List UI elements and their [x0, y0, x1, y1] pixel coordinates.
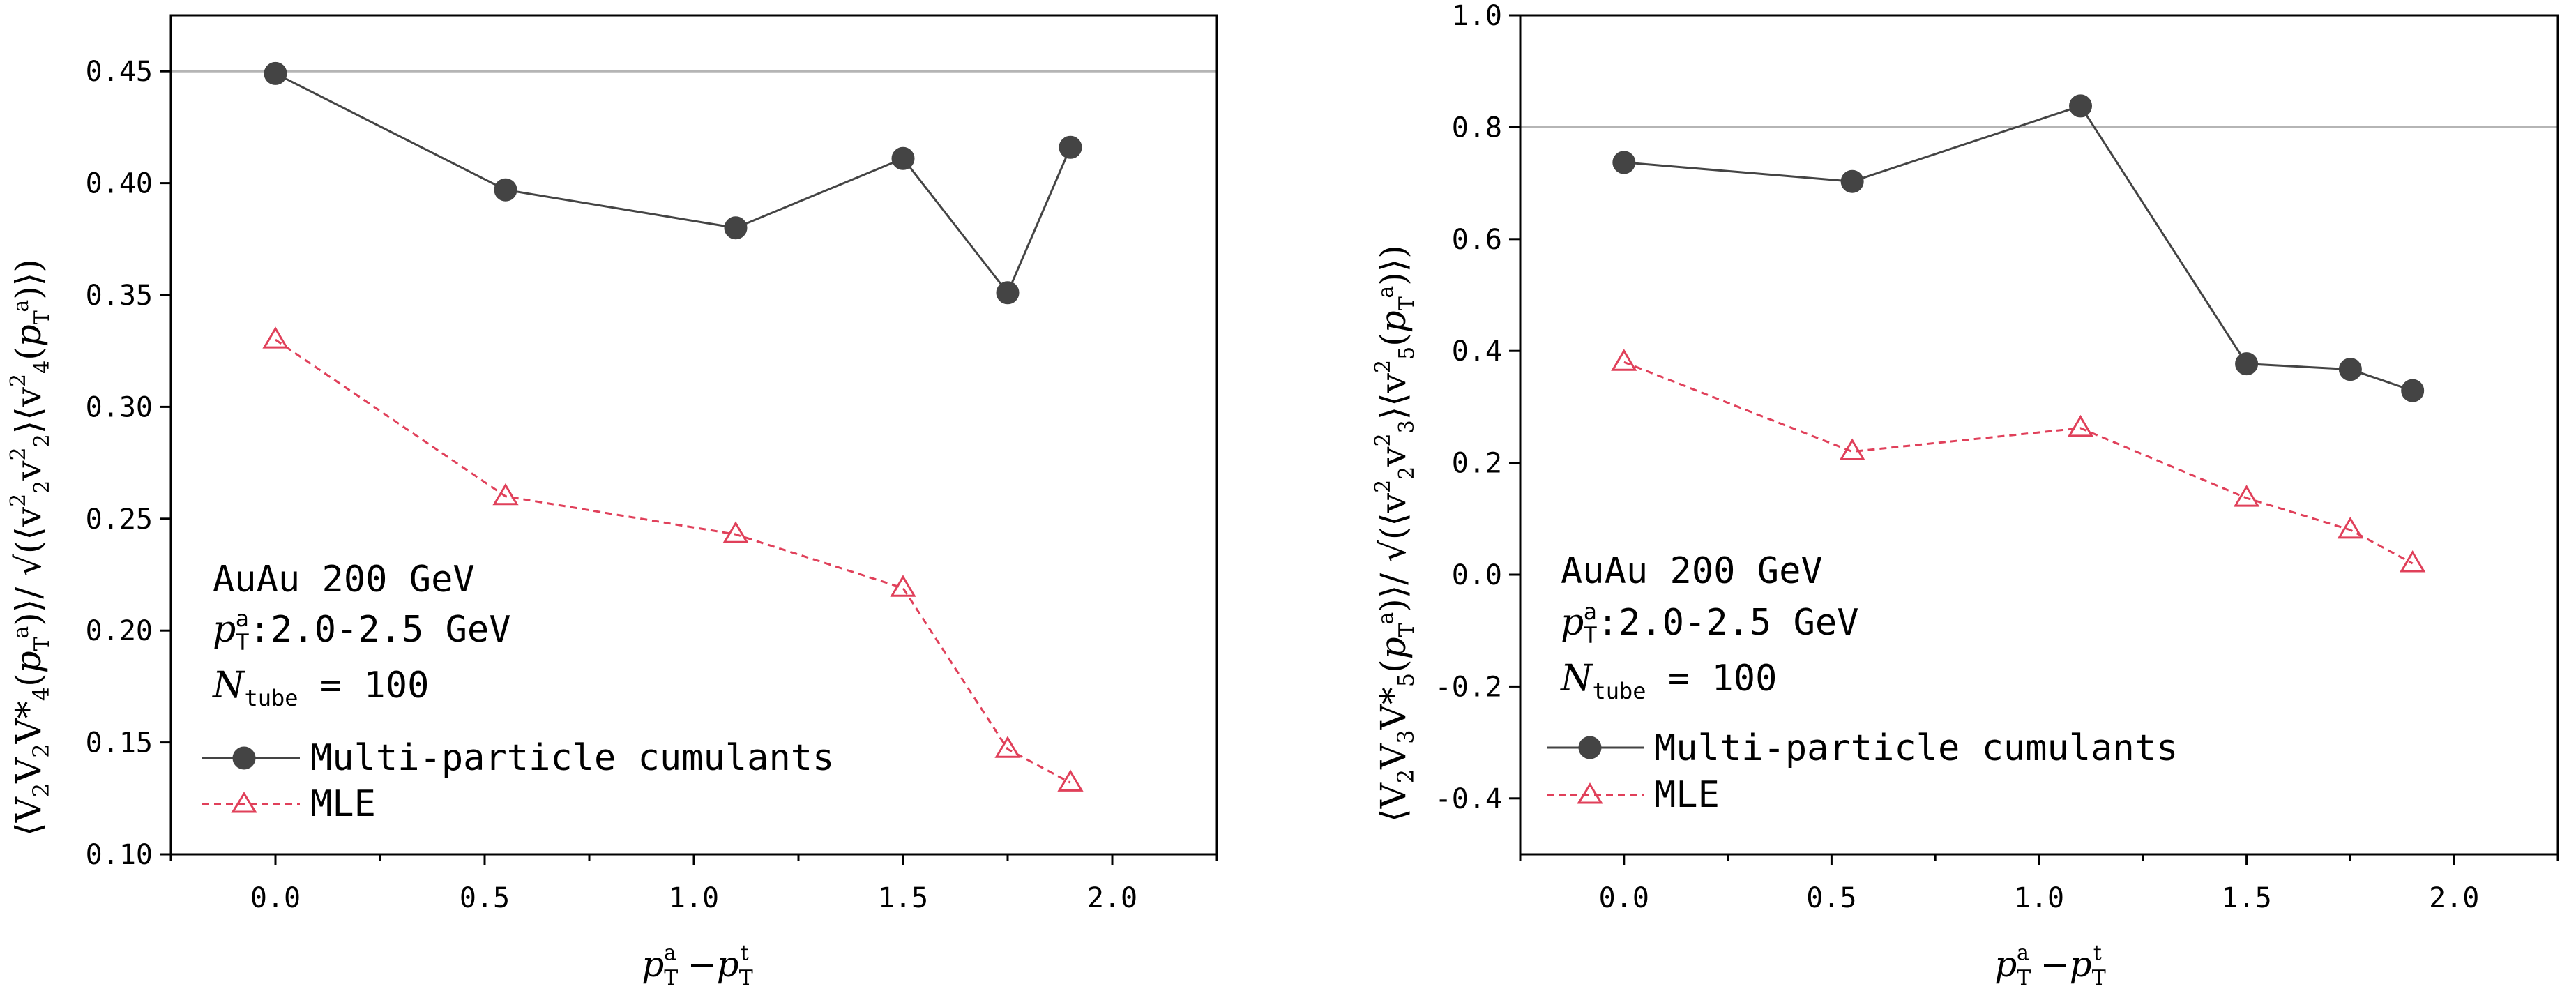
cumulants-data-point — [891, 146, 915, 170]
annotation-line-1: AuAu 200 GeV — [1561, 550, 1823, 592]
mle-data-point — [890, 575, 916, 597]
x-tick-label: 0.0 — [1599, 882, 1649, 914]
y-tick-label: 0.35 — [86, 280, 153, 312]
series-group — [1611, 94, 2426, 573]
mle-data-point — [2400, 550, 2426, 573]
x-axis-ticks: 0.0 0.5 1.0 1.5 2.0 — [169, 854, 1218, 914]
mle-data-point — [2337, 516, 2364, 539]
mle-data-point — [1839, 438, 1865, 461]
cumulants-data-point — [996, 281, 1020, 305]
y-tick-label: 0.45 — [86, 56, 153, 88]
y-axis-label: ⟨V2V2V*4(pTa)⟩/ √(⟨v22v22⟩⟨v24(pTa)⟩) — [6, 259, 54, 836]
x-tick-label: 1.0 — [2014, 882, 2064, 914]
y-tick-label: -0.4 — [1435, 783, 1502, 815]
y-tick-label: 0.0 — [1452, 559, 1502, 591]
plot-frame — [169, 14, 1218, 856]
y-tick-label: -0.2 — [1435, 671, 1502, 703]
y-tick-label: 0.2 — [1452, 448, 1502, 480]
legend: Multi-particle cumulants MLE — [202, 737, 834, 825]
y-axis-label: ⟨V2V3V*5(pTa)⟩/ √(⟨v22v23⟩⟨v25(pTa)⟩) — [1371, 245, 1419, 822]
annotation: AuAu 200 GeV pTa:2.0-2.5 GeV Ntube = 100 — [1559, 550, 1859, 704]
annotation: AuAu 200 GeV pTa:2.0-2.5 GeV Ntube = 100 — [211, 559, 511, 711]
legend-label-cumulants: Multi-particle cumulants — [310, 737, 834, 779]
mle-data-point — [1611, 349, 1637, 371]
cumulants-data-point — [1612, 151, 1636, 174]
cumulants-data-point — [1840, 169, 1864, 193]
y-tick-label: 0.8 — [1452, 112, 1502, 144]
mle-data-point — [1057, 769, 1084, 792]
mle-data-point — [722, 521, 749, 543]
y-tick-label: 0.30 — [86, 391, 153, 423]
mle-data-point — [2233, 485, 2260, 507]
y-tick-label: 0.15 — [86, 727, 153, 759]
x-tick-label: 0.5 — [460, 882, 510, 914]
y-axis-ticks: -0.4 -0.2 0.0 0.2 0.4 0.6 0.8 1.0 — [1435, 0, 1520, 815]
x-tick-label: 0.0 — [250, 882, 301, 914]
y-tick-label: 0.6 — [1452, 224, 1502, 256]
y-tick-label: 1.0 — [1452, 0, 1502, 32]
legend-label-mle: MLE — [310, 783, 376, 825]
y-tick-label: 0.25 — [86, 504, 153, 536]
left-chart: 0.10 0.15 0.20 0.25 0.30 0.35 0.40 0.45 0.0 0.5 1… — [6, 14, 1218, 990]
cumulants-data-point — [494, 178, 517, 202]
legend-label-cumulants: Multi-particle cumulants — [1654, 727, 2178, 769]
x-tick-label: 1.0 — [669, 882, 719, 914]
legend: Multi-particle cumulants MLE — [1547, 727, 2178, 816]
y-tick-label: 0.10 — [86, 839, 153, 871]
mle-series-line — [1623, 361, 2414, 565]
x-tick-label: 1.5 — [878, 882, 928, 914]
annotation-line-1: AuAu 200 GeV — [213, 559, 475, 600]
cumulants-data-point — [2069, 94, 2093, 118]
legend-item-mle: MLE — [202, 783, 376, 825]
cumulants-series-line — [1623, 105, 2414, 392]
y-tick-label: 0.40 — [86, 168, 153, 200]
cumulants-data-point — [2401, 379, 2425, 402]
y-tick-label: 0.20 — [86, 615, 153, 647]
legend-item-cumulants: Multi-particle cumulants — [202, 737, 834, 779]
mle-data-point — [994, 736, 1021, 758]
cumulants-data-point — [2235, 352, 2259, 376]
x-tick-label: 0.5 — [1806, 882, 1856, 914]
mle-data-point — [2067, 414, 2094, 437]
cumulants-data-point — [724, 216, 748, 240]
y-tick-label: 0.4 — [1452, 335, 1502, 368]
cumulants-data-point — [1059, 135, 1082, 159]
annotation-line-3: Ntube = 100 — [211, 665, 429, 711]
annotation-line-2: pTa:2.0-2.5 GeV — [213, 605, 511, 656]
x-axis-label: pTa −pTt — [642, 941, 752, 990]
right-chart: -0.4 -0.2 0.0 0.2 0.4 0.6 0.8 1.0 0.0 0.5 1.0 1.5 2… — [1371, 0, 2559, 990]
legend-label-mle: MLE — [1654, 774, 1720, 816]
mle-data-point — [492, 483, 519, 506]
annotation-line-3: Ntube = 100 — [1559, 658, 1777, 704]
x-axis-ticks: 0.0 0.5 1.0 1.5 2.0 — [1519, 854, 2559, 914]
x-tick-label: 2.0 — [2429, 882, 2479, 914]
y-axis-ticks: 0.10 0.15 0.20 0.25 0.30 0.35 0.40 0.45 — [86, 56, 171, 871]
x-tick-label: 1.5 — [2221, 882, 2271, 914]
cumulants-data-point — [2338, 358, 2362, 381]
x-tick-label: 2.0 — [1087, 882, 1137, 914]
cumulants-data-point — [264, 61, 287, 85]
cumulants-series-line — [275, 73, 1072, 295]
series-group — [262, 61, 1084, 792]
legend-item-cumulants: Multi-particle cumulants — [1547, 727, 2178, 769]
mle-data-point — [262, 326, 289, 349]
x-axis-label: pTa −pTt — [1994, 941, 2105, 990]
legend-item-mle: MLE — [1547, 774, 1720, 816]
annotation-line-2: pTa:2.0-2.5 GeV — [1561, 598, 1859, 649]
